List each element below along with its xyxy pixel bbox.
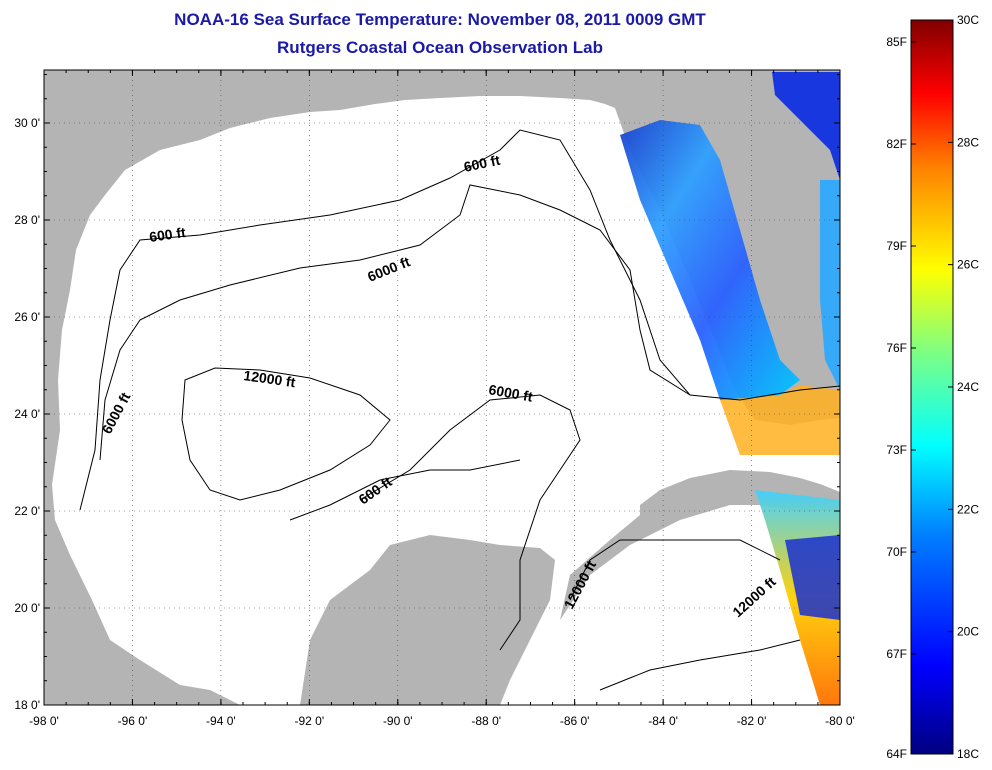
- map-axes: -98 0' -96 0' -94 0' -92 0' -90 0' -88 0' -86 …: [14, 70, 855, 728]
- lat-tick-label: 24 0': [14, 407, 40, 421]
- contour-label-600ft-ne: 600 ft: [462, 152, 501, 175]
- colorbar-f-label: 82F: [886, 137, 907, 151]
- colorbar-c-label: 26C: [957, 258, 979, 272]
- sst-swath-north-warm: [720, 385, 840, 455]
- colorbar-f-label: 79F: [886, 239, 907, 253]
- sst-swath-north: [620, 120, 800, 400]
- colorbar-f-label: 67F: [886, 647, 907, 661]
- gulf-water: [52, 96, 840, 705]
- contour-label-6000ft-east: 6000 ft: [487, 381, 534, 405]
- contour-600ft-south: [289, 459, 521, 521]
- lon-tick-label: -80 0': [825, 714, 855, 728]
- map-panel: 600 ft 600 ft 6000 ft 12000 ft 6000 ft 6…: [43, 69, 841, 706]
- contour-6000ft-south: [359, 394, 581, 651]
- contour-label-12000ft: 12000 ft: [243, 367, 297, 390]
- colorbar-ticks: 85F 82F 79F 76F 73F 70F 67F 64F 30C 28C 26C 24C 22C 2…: [886, 13, 979, 761]
- colorbar-f-label: 73F: [886, 443, 907, 457]
- colorbar-gradient: [910, 19, 954, 755]
- contour-12000ft-caribbean: [569, 539, 781, 601]
- lon-tick-label: -92 0': [295, 714, 325, 728]
- sst-swath-south-cold: [785, 535, 840, 620]
- lon-tick-label: -84 0': [648, 714, 678, 728]
- contour-label-600ft-nw: 600 ft: [148, 224, 187, 245]
- lat-tick-label: 26 0': [14, 310, 40, 324]
- colorbar-f-label: 85F: [886, 35, 907, 49]
- lat-tick-label: 20 0': [14, 601, 40, 615]
- lon-tick-label: -96 0': [118, 714, 148, 728]
- colorbar: 85F 82F 79F 76F 73F 70F 67F 64F 30C 28C 26C 24C 22C 2…: [886, 13, 979, 761]
- colorbar-f-label: 70F: [886, 545, 907, 559]
- yucatan-land: [300, 535, 555, 705]
- lat-tick-label: 22 0': [14, 504, 40, 518]
- lat-tick-label: 30 0': [14, 116, 40, 130]
- colorbar-f-label: 64F: [886, 747, 907, 761]
- graticule: [44, 70, 840, 705]
- colorbar-c-label: 20C: [957, 625, 979, 639]
- colorbar-c-label: 30C: [957, 13, 979, 27]
- map-subtitle: Rutgers Coastal Ocean Observation Lab: [277, 38, 603, 57]
- lat-tick-label: 28 0': [14, 213, 40, 227]
- colorbar-c-label: 24C: [957, 380, 979, 394]
- depth-contours: [79, 129, 841, 691]
- lon-tick-label: -90 0': [383, 714, 413, 728]
- lon-tick-label: -98 0': [29, 714, 59, 728]
- contour-600ft-north: [79, 129, 841, 511]
- colorbar-c-label: 22C: [957, 502, 979, 516]
- lon-tick-label: -82 0': [737, 714, 767, 728]
- sst-swath-east-2: [820, 180, 840, 390]
- colorbar-c-label: 28C: [957, 135, 979, 149]
- lon-tick-label: -88 0': [471, 714, 501, 728]
- colorbar-c-label: 18C: [957, 747, 979, 761]
- lat-tick-label: 18 0': [14, 698, 40, 712]
- map-title: NOAA-16 Sea Surface Temperature: Novembe…: [174, 10, 706, 29]
- lon-tick-label: -86 0': [560, 714, 590, 728]
- lon-tick-label: -94 0': [206, 714, 236, 728]
- contour-12000ft: [181, 367, 391, 501]
- colorbar-f-label: 76F: [886, 341, 907, 355]
- sst-swath-east: [772, 72, 840, 180]
- contour-6000ft-north: [99, 184, 691, 461]
- contour-caribbean-shelf: [599, 639, 801, 691]
